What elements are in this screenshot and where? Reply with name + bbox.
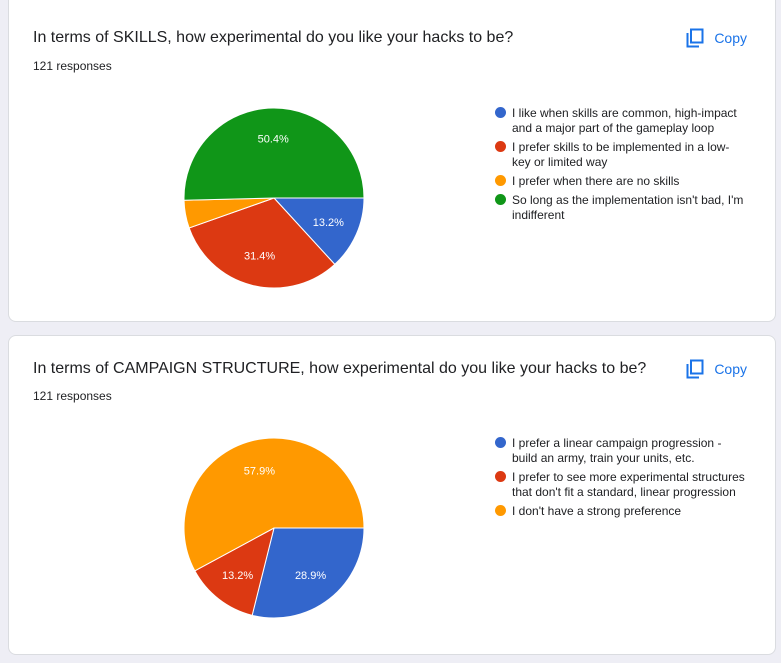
legend-color-dot — [495, 107, 506, 118]
copy-button[interactable]: Copy — [686, 26, 747, 50]
legend-item[interactable]: I prefer a linear campaign progression -… — [495, 436, 745, 466]
legend-label: I prefer to see more experimental struct… — [512, 470, 745, 499]
legend-color-dot — [495, 437, 506, 448]
legend-label: I prefer a linear campaign progression -… — [512, 436, 722, 465]
copy-icon — [686, 28, 704, 48]
copy-icon — [686, 359, 704, 379]
legend-color-dot — [495, 505, 506, 516]
legend-item[interactable]: I don't have a strong preference — [495, 504, 745, 519]
legend-color-dot — [495, 175, 506, 186]
pie-slice[interactable] — [183, 437, 365, 572]
copy-label: Copy — [714, 361, 747, 377]
pie-slice[interactable] — [194, 527, 275, 616]
legend-label: I prefer skills to be implemented in a l… — [512, 140, 730, 169]
legend-color-dot — [495, 194, 506, 205]
pie-slice[interactable] — [188, 197, 336, 289]
legend-label: I don't have a strong preference — [512, 504, 682, 518]
legend-color-dot — [495, 141, 506, 152]
pie-chart: 28.9% 13.2% 57.9% — [183, 437, 365, 619]
pie-slice[interactable] — [251, 527, 365, 619]
slice-label: 31.4% — [244, 251, 275, 263]
pie-slice[interactable] — [183, 107, 365, 201]
slice-label: 13.2% — [313, 217, 344, 229]
legend-label: So long as the implementation isn't bad,… — [512, 193, 744, 222]
legend-item[interactable]: I prefer to see more experimental struct… — [495, 470, 745, 500]
pie-chart: 13.2% 31.4% 50.4% — [183, 107, 365, 289]
legend-item[interactable]: I prefer skills to be implemented in a l… — [495, 140, 745, 170]
legend-item[interactable]: I like when skills are common, high-impa… — [495, 106, 745, 136]
legend-item[interactable]: I prefer when there are no skills — [495, 174, 745, 189]
legend-label: I like when skills are common, high-impa… — [512, 106, 737, 135]
response-count: 121 responses — [33, 59, 112, 73]
question-title: In terms of SKILLS, how experimental do … — [33, 29, 514, 46]
question-card-campaign-structure: In terms of CAMPAIGN STRUCTURE, how expe… — [8, 335, 776, 655]
pie-slice[interactable] — [272, 197, 365, 266]
copy-label: Copy — [714, 30, 747, 46]
legend-item[interactable]: So long as the implementation isn't bad,… — [495, 193, 745, 223]
copy-button[interactable]: Copy — [686, 357, 747, 381]
response-count: 121 responses — [33, 389, 112, 403]
slice-label: 57.9% — [244, 465, 275, 477]
legend-color-dot — [495, 471, 506, 482]
legend-label: I prefer when there are no skills — [512, 174, 680, 188]
chart-legend: I prefer a linear campaign progression -… — [495, 436, 745, 523]
question-title: In terms of CAMPAIGN STRUCTURE, how expe… — [33, 360, 647, 377]
question-card-skills: In terms of SKILLS, how experimental do … — [8, 0, 776, 322]
slice-label: 28.9% — [295, 570, 326, 582]
slice-label: 13.2% — [222, 570, 253, 582]
chart-legend: I like when skills are common, high-impa… — [495, 106, 745, 227]
slice-label: 50.4% — [258, 134, 289, 146]
